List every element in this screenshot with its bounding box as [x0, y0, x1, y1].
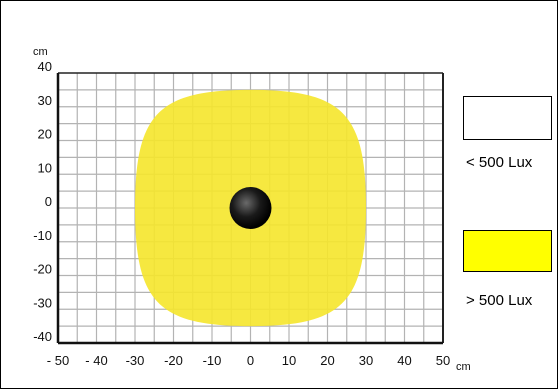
legend-swatch-above-500	[463, 230, 552, 272]
y-tick-label: 10	[38, 160, 52, 175]
x-tick-label: - 40	[85, 353, 107, 368]
y-tick-label: 0	[45, 194, 52, 209]
y-tick-label: 20	[38, 127, 52, 142]
x-tick-label: -10	[203, 353, 222, 368]
x-tick-label: -20	[164, 353, 183, 368]
x-tick-label: - 50	[47, 353, 69, 368]
axis-labels: 40 30 20 10 0 -10 -20 -30 -40 - 50 - 40 -30 -20 -10 0 1…	[33, 46, 471, 373]
legend-label-above-500: > 500 Lux	[466, 292, 533, 309]
y-tick-label: -10	[33, 228, 52, 243]
x-tick-label: 20	[320, 353, 334, 368]
x-tick-label: 40	[397, 353, 411, 368]
y-tick-label: 40	[38, 59, 52, 74]
x-tick-label: -30	[126, 353, 145, 368]
axes	[56, 72, 444, 345]
legend-swatch-below-500	[463, 96, 552, 140]
x-tick-label: 50	[436, 353, 450, 368]
x-tick-label: 30	[359, 353, 373, 368]
y-axis-unit: cm	[33, 46, 48, 58]
x-tick-label: 0	[247, 353, 254, 368]
lamp-icon	[229, 187, 272, 229]
x-tick-label: 10	[282, 353, 296, 368]
y-tick-label: 30	[38, 93, 52, 108]
lamp-layer	[229, 187, 272, 229]
y-tick-label: -20	[33, 262, 52, 277]
y-tick-label: -30	[33, 295, 52, 310]
legend-label-below-500: < 500 Lux	[466, 154, 533, 171]
x-axis-unit: cm	[456, 361, 471, 373]
y-tick-label: -40	[33, 329, 52, 344]
